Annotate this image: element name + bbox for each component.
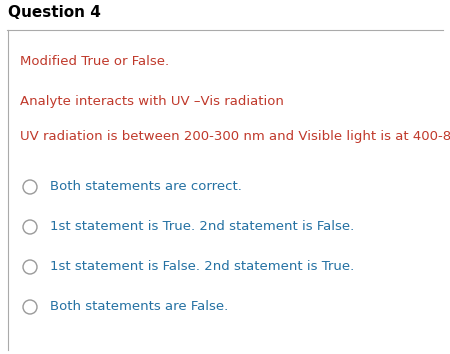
Text: Analyte interacts with UV –Vis radiation: Analyte interacts with UV –Vis radiation [20,95,284,108]
Text: Both statements are False.: Both statements are False. [50,300,228,313]
Text: UV radiation is between 200-300 nm and Visible light is at 400-800 nm.: UV radiation is between 200-300 nm and V… [20,130,450,143]
Text: Modified True or False.: Modified True or False. [20,55,169,68]
Text: Question 4: Question 4 [8,5,101,20]
Text: Both statements are correct.: Both statements are correct. [50,180,242,193]
Text: 1st statement is True. 2nd statement is False.: 1st statement is True. 2nd statement is … [50,220,354,233]
Text: 1st statement is False. 2nd statement is True.: 1st statement is False. 2nd statement is… [50,260,354,273]
